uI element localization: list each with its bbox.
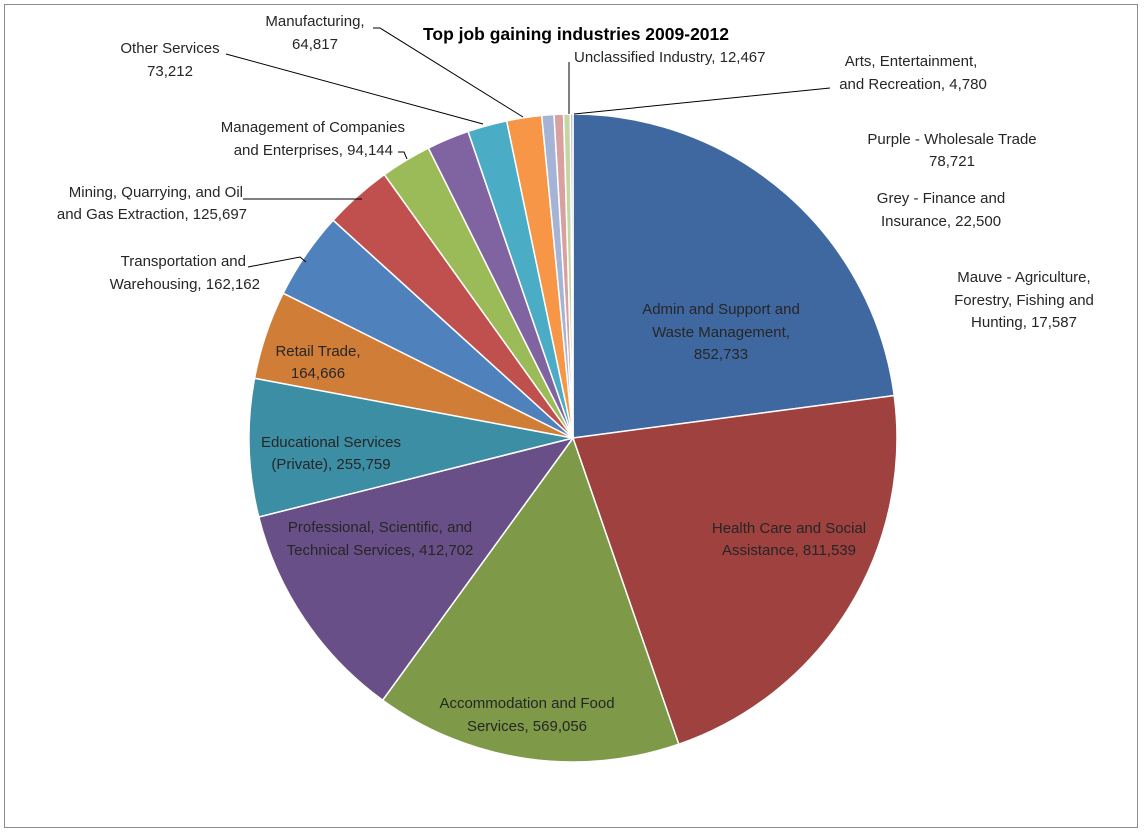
leader-line-manufacturing [373,27,524,118]
svg-text:Accommodation and Food: Accommodation and Food [439,695,614,712]
svg-text:78,721: 78,721 [929,153,975,170]
note-wholesale-trade: Purple - Wholesale Trade 78,721 [867,131,1036,170]
svg-text:Services, 569,056: Services, 569,056 [467,718,587,735]
slice-label-manufacturing: Manufacturing, 64,817 [265,13,364,53]
svg-text:Warehousing, 162,162: Warehousing, 162,162 [110,276,260,293]
svg-text:Retail Trade,: Retail Trade, [275,343,360,360]
slice-label-other-services: Other Services 73,212 [120,40,219,80]
svg-text:Technical Services, 412,702: Technical Services, 412,702 [287,542,474,559]
note-finance-insurance: Grey - Finance and Insurance, 22,500 [877,190,1005,230]
slice-label-unclassified: Unclassified Industry, 12,467 [574,49,766,66]
svg-text:and Gas Extraction, 125,697: and Gas Extraction, 125,697 [57,206,247,223]
note-agriculture: Mauve - Agriculture, Forestry, Fishing a… [954,269,1094,331]
svg-text:164,666: 164,666 [291,365,345,382]
svg-text:Management of Companies: Management of Companies [221,119,405,136]
slice-label-educational: Educational Services (Private), 255,759 [261,434,401,473]
svg-text:Waste Management,: Waste Management, [652,324,790,341]
svg-text:Arts, Entertainment,: Arts, Entertainment, [845,53,978,70]
svg-text:Admin and Support and: Admin and Support and [642,301,800,318]
leader-line-management [398,151,408,160]
slice-label-mining: Mining, Quarrying, and Oil and Gas Extra… [57,184,247,223]
slice-label-health-care: Health Care and Social Assistance, 811,5… [712,520,866,559]
leader-line-other-services [225,53,484,125]
chart-title: Top job gaining industries 2009-2012 [423,24,729,44]
svg-text:Hunting, 17,587: Hunting, 17,587 [971,314,1077,331]
svg-text:Transportation and: Transportation and [121,253,246,270]
slice-label-transportation: Transportation and Warehousing, 162,162 [110,253,260,293]
svg-text:(Private), 255,759: (Private), 255,759 [271,456,390,473]
slice-label-professional: Professional, Scientific, and Technical … [287,519,474,559]
svg-text:Other Services: Other Services [120,40,219,57]
svg-text:and Enterprises, 94,144: and Enterprises, 94,144 [234,142,393,159]
slice-label-retail: Retail Trade, 164,666 [275,343,360,382]
svg-text:Professional, Scientific, and: Professional, Scientific, and [288,519,472,536]
leader-lines [225,27,831,268]
pie-slice-professional-scientific-and-technical-services [257,436,575,702]
pie-slice-accommodation-and-food-services [381,436,680,763]
pie-slices [248,113,898,763]
svg-text:Health Care and Social: Health Care and Social [712,520,866,537]
slice-label-management: Management of Companies and Enterprises,… [221,119,405,159]
svg-text:Purple - Wholesale Trade: Purple - Wholesale Trade [867,131,1036,148]
svg-text:73,212: 73,212 [147,63,193,80]
slice-label-admin-support: Admin and Support and Waste Management, … [642,301,800,363]
svg-text:Insurance, 22,500: Insurance, 22,500 [881,213,1001,230]
slice-label-arts: Arts, Entertainment, and Recreation, 4,7… [839,53,987,93]
svg-text:Assistance, 811,539: Assistance, 811,539 [722,542,856,559]
pie-slice-health-care-and-social-assistance [571,394,898,746]
svg-text:Forestry, Fishing and: Forestry, Fishing and [954,292,1094,309]
svg-text:64,817: 64,817 [292,36,338,53]
svg-text:Manufacturing,: Manufacturing, [265,13,364,30]
pie-slice-admin-and-support-and-waste-management [572,113,896,439]
leader-line-arts [573,87,831,115]
slice-label-accommodation: Accommodation and Food Services, 569,056 [439,695,614,735]
svg-text:and Recreation, 4,780: and Recreation, 4,780 [839,76,987,93]
svg-text:852,733: 852,733 [694,346,748,363]
pie-slice-arts-entertainment-and-recreation [569,113,574,439]
svg-text:Mining, Quarrying, and Oil: Mining, Quarrying, and Oil [69,184,243,201]
svg-text:Mauve - Agriculture,: Mauve - Agriculture, [957,269,1090,286]
pie-slice-educational-services-private [248,377,574,518]
svg-text:Grey - Finance and: Grey - Finance and [877,190,1005,207]
svg-text:Educational Services: Educational Services [261,434,401,451]
leader-line-transportation [247,256,307,268]
svg-text:Unclassified Industry, 12,467: Unclassified Industry, 12,467 [574,49,766,66]
